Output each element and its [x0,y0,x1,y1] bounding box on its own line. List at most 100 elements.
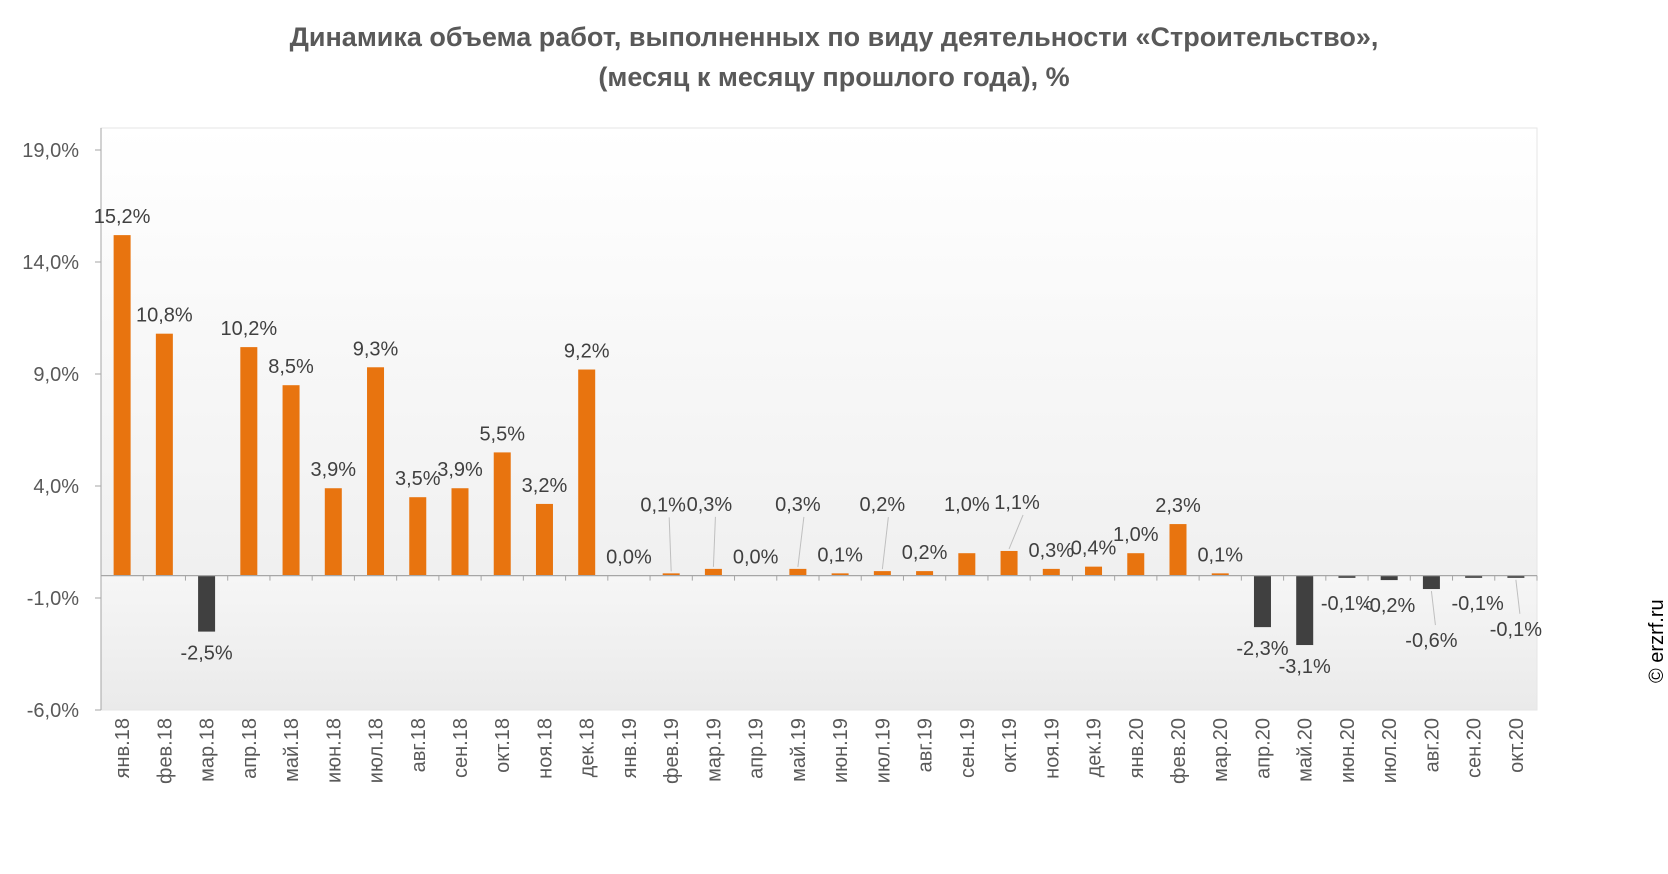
bar [1042,568,1060,576]
bar [282,385,300,576]
data-label: -0,6% [1405,630,1457,652]
bar [324,488,342,576]
bar [1211,573,1229,576]
bar [198,575,216,632]
x-tick-label: фев.20 [1168,718,1190,784]
data-label: 0,3% [1028,540,1074,562]
bar [1000,550,1018,576]
data-label: 0,0% [733,547,779,569]
x-tick-label: сен.18 [450,718,472,778]
data-label: 9,2% [564,341,610,363]
leader-line [1515,579,1521,614]
x-tick-label: авг.20 [1421,718,1443,772]
data-label: 0,3% [687,494,733,516]
data-labels: 15,2%10,8%-2,5%10,2%8,5%3,9%9,3%3,5%3,9%… [94,206,1542,678]
bar [958,553,976,576]
plot-background [100,127,1538,711]
bar [1169,524,1187,576]
bar [789,568,807,576]
x-tick-label: мар.19 [703,718,725,782]
data-label: 5,5% [479,423,525,445]
bar [493,452,511,576]
bar [367,367,385,576]
data-label: 1,1% [994,492,1040,514]
leader-lines [668,514,1521,626]
bar [535,503,553,576]
bar [1127,553,1145,576]
bar [578,369,596,576]
x-tick-label: июл.20 [1379,718,1401,783]
data-label: 3,9% [437,459,483,481]
y-tick-label: 19,0% [22,140,79,162]
data-label: 8,5% [268,356,314,378]
data-label: -3,1% [1279,656,1331,678]
data-label: 2,3% [1155,495,1201,517]
x-tick-label: сен.20 [1464,718,1486,778]
bar [1507,575,1525,578]
x-tick-label: июл.18 [366,718,388,783]
chart-title: Динамика объема работ, выполненных по ви… [289,22,1379,52]
bar [662,573,680,576]
bar [873,571,891,576]
x-tick-label: авг.18 [408,718,430,772]
leader-line [881,517,889,570]
data-label: -0,2% [1363,595,1415,617]
bar [1380,575,1398,581]
x-tick-label: фев.18 [154,718,176,784]
data-label: 10,2% [220,318,277,340]
y-tick-label: 9,0% [33,364,79,386]
y-axis: 19,0% 14,0% 9,0% 4,0% -1,0% -6,0% [22,128,102,722]
leader-line [1008,514,1024,550]
x-tick-label: ноя.19 [1041,718,1063,779]
bar [409,497,427,576]
data-label: 3,9% [310,459,356,481]
x-tick-label: мар.20 [1210,718,1232,782]
bar [1338,575,1356,578]
x-tick-label: сен.19 [957,718,979,778]
x-tick-label: янв.18 [112,718,134,778]
bar [155,333,173,576]
x-tick-label: дек.18 [577,718,599,777]
data-label: 15,2% [94,206,151,228]
bar [1465,575,1483,578]
data-label: 3,2% [522,475,568,497]
bar [1085,566,1103,576]
bar [1422,575,1440,590]
data-label: 0,2% [860,494,906,516]
x-tick-label: янв.19 [619,718,641,778]
x-tick-label: дек.19 [1084,718,1106,777]
leader-line [1430,590,1436,626]
leader-line [797,516,805,567]
bar [704,568,722,576]
copyright-watermark: © erzrf.ru [1646,599,1668,683]
data-label: 0,2% [902,542,948,564]
bar [1296,575,1314,646]
data-label: -0,1% [1452,593,1504,615]
x-tick-label: июн.18 [323,718,345,783]
x-tick-label: июл.19 [872,718,894,783]
bar [113,235,131,576]
bar [240,347,258,576]
y-tick-label: 4,0% [33,476,79,498]
x-tick-label: апр.20 [1252,718,1274,779]
data-label: -0,1% [1490,619,1542,641]
data-label: -2,5% [180,643,232,665]
data-label: 9,3% [353,338,399,360]
x-tick-label: май.20 [1295,718,1317,782]
y-tick-label: -6,0% [27,700,79,722]
leader-line [712,516,716,567]
data-label: -0,1% [1321,593,1373,615]
data-label: 10,8% [136,305,193,327]
x-tick-label: окт.20 [1506,718,1528,773]
x-tick-label: ноя.18 [534,718,556,779]
chart-subtitle: (месяц к месяцу прошлого года), % [598,62,1070,92]
x-tick-label: апр.18 [239,718,261,779]
y-tick-label: 14,0% [22,252,79,274]
x-tick-label: авг.19 [915,718,937,772]
x-tick-label: янв.20 [1126,718,1148,778]
data-label: 3,5% [395,468,441,490]
x-tick-label: апр.19 [746,718,768,779]
x-tick-label: окт.19 [999,718,1021,773]
x-axis: янв.18 фев.18 мар.18 апр.18 май.18 июн.18 июл.… [100,574,1538,784]
